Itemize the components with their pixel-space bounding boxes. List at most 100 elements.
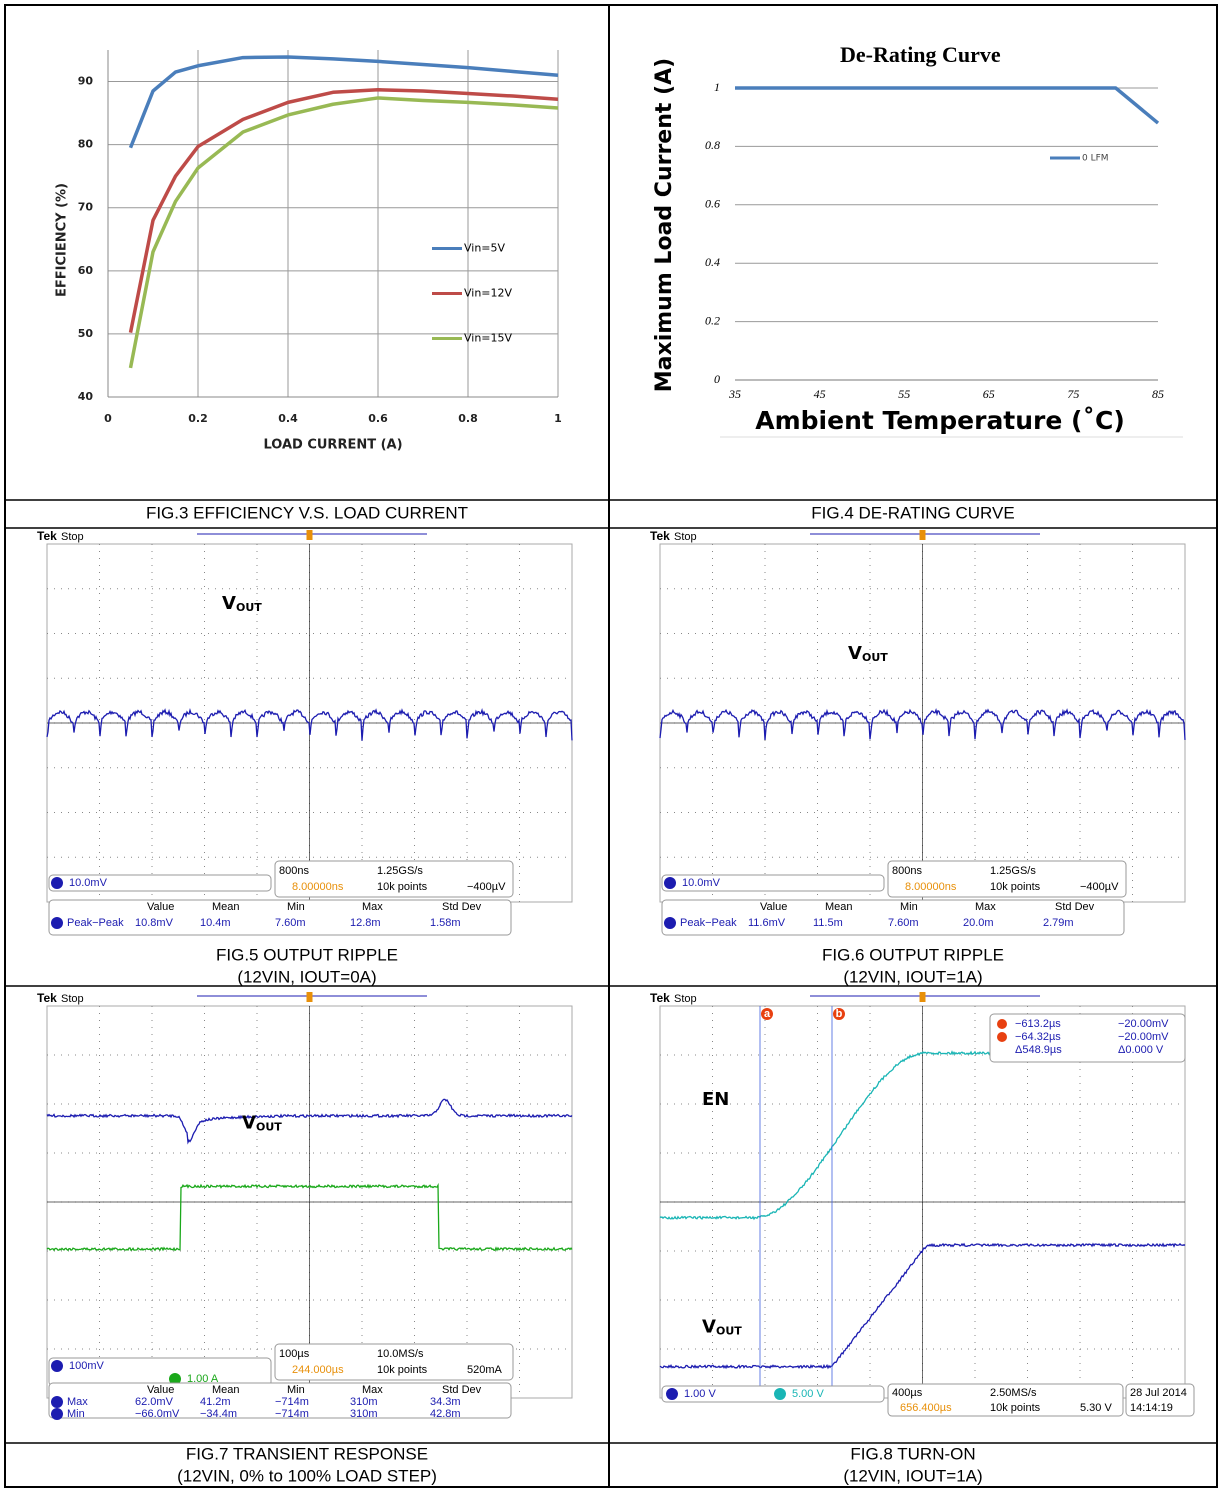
measurement-header: Std Dev — [442, 901, 482, 913]
signal-label: V — [242, 1113, 256, 1134]
measurement-value: 310m — [350, 1408, 378, 1420]
figure-caption: FIG.7 TRANSIENT RESPONSE — [186, 1444, 428, 1463]
figure-caption: (12VIN, 0% to 100% LOAD STEP) — [177, 1466, 437, 1485]
measurement-header: Std Dev — [442, 1384, 482, 1396]
y-tick-label: 1 — [714, 80, 720, 94]
timebase: 800ns — [279, 865, 309, 877]
series-line — [131, 98, 559, 368]
channel-scale: 10.0mV — [682, 877, 721, 889]
legend-label: Vin=12V — [464, 287, 513, 300]
y-axis-label: Maximum Load Current (A) — [652, 58, 677, 392]
measurement-value: 310m — [350, 1396, 378, 1408]
y-tick-label: 70 — [78, 201, 94, 214]
signal-label: V — [222, 593, 236, 614]
measurement-value: 12.8m — [350, 917, 381, 929]
scope-brand: Tek — [37, 991, 57, 1005]
sample-rate: 2.50MS/s — [990, 1387, 1037, 1399]
x-axis-label: Ambient Temperature (˚C) — [755, 406, 1125, 435]
measurement-value: −66.0mV — [135, 1408, 180, 1420]
trigger-level: −400µV — [467, 881, 506, 893]
y-tick-label: 90 — [78, 75, 94, 88]
measurement-value: 42.8m — [430, 1408, 461, 1420]
y-tick-label: 0.8 — [705, 138, 720, 152]
measurement-header: Mean — [212, 1384, 240, 1396]
x-tick-label: 0.4 — [278, 412, 298, 425]
measurement-value: 62.0mV — [135, 1396, 174, 1408]
measurement-name: Min — [67, 1408, 85, 1420]
measurement-header: Value — [147, 1384, 174, 1396]
sample-rate: 10.0MS/s — [377, 1348, 424, 1360]
figure-caption: FIG.3 EFFICIENCY V.S. LOAD CURRENT — [146, 503, 468, 522]
trigger-position: 656.400µs — [900, 1402, 952, 1414]
trigger-level: 5.30 V — [1080, 1402, 1112, 1414]
chart-title: De-Rating Curve — [840, 42, 1001, 67]
measurement-value: 7.60m — [275, 917, 306, 929]
figure-caption: FIG.8 TURN-ON — [850, 1444, 975, 1463]
figure-caption: FIG.5 OUTPUT RIPPLE — [216, 945, 398, 964]
x-tick-label: 75 — [1067, 387, 1079, 401]
channel-badge — [666, 1388, 678, 1400]
channel-badge — [51, 1396, 63, 1408]
measurement-value: 41.2m — [200, 1396, 231, 1408]
x-tick-label: 55 — [898, 387, 910, 401]
signal-subscript: OUT — [256, 1121, 282, 1134]
channel-scale: 1.00 V — [684, 1388, 716, 1400]
record-length: 10k points — [377, 1364, 428, 1376]
measurement-header: Min — [900, 901, 918, 913]
cursor-time: −613.2µs — [1015, 1018, 1061, 1030]
x-tick-label: 0.6 — [368, 412, 388, 425]
measurement-value: 2.79m — [1043, 917, 1074, 929]
timebase: 800ns — [892, 865, 922, 877]
measurement-value: 10.4m — [200, 917, 231, 929]
measurement-header: Std Dev — [1055, 901, 1095, 913]
channel-badge — [774, 1388, 786, 1400]
signal-subscript: OUT — [716, 1324, 742, 1337]
record-length: 10k points — [990, 881, 1041, 893]
measurement-value: 20.0m — [963, 917, 994, 929]
measurement-header: Value — [147, 901, 174, 913]
legend-label: Vin=5V — [464, 242, 506, 255]
channel-badge — [51, 1408, 63, 1420]
y-tick-label: 60 — [78, 264, 94, 277]
channel-badge — [664, 917, 676, 929]
channel-badge — [51, 1360, 63, 1372]
figure-caption: (12VIN, IOUT=0A) — [237, 967, 376, 986]
y-axis-label: EFFICIENCY (%) — [55, 183, 70, 297]
series-line — [735, 88, 1158, 123]
cursor-delta-level: Δ0.000 V — [1118, 1044, 1164, 1056]
cursor-delta-time: Δ548.9µs — [1015, 1044, 1062, 1056]
measurement-value: 10.8mV — [135, 917, 174, 929]
channel-badge — [664, 877, 676, 889]
y-tick-label: 40 — [78, 390, 94, 403]
trigger-position: 244.000µs — [292, 1364, 344, 1376]
figure-caption: (12VIN, IOUT=1A) — [843, 1466, 982, 1485]
measurement-name: Peak−Peak — [680, 917, 737, 929]
time: 14:14:19 — [1130, 1402, 1173, 1414]
signal-label: V — [848, 643, 862, 664]
x-tick-label: 45 — [814, 387, 826, 401]
channel-badge — [51, 917, 63, 929]
cursor-level: −20.00mV — [1118, 1031, 1169, 1043]
signal-subscript: OUT — [236, 601, 262, 614]
measurement-header: Min — [287, 1384, 305, 1396]
measurement-header: Max — [362, 1384, 383, 1396]
figure-caption: FIG.6 OUTPUT RIPPLE — [822, 945, 1004, 964]
measurement-value: 7.60m — [888, 917, 919, 929]
x-tick-label: 35 — [728, 387, 741, 401]
scope-status: Stop — [61, 993, 84, 1005]
measurement-value: 11.5m — [813, 917, 843, 929]
trigger-level: −400µV — [1080, 881, 1119, 893]
x-tick-label: 85 — [1152, 387, 1164, 401]
scope-brand: Tek — [37, 529, 57, 543]
signal-label: EN — [702, 1089, 729, 1110]
trigger-marker — [307, 530, 313, 540]
measurement-header: Mean — [212, 901, 240, 913]
cursor-level: −20.00mV — [1118, 1018, 1169, 1030]
cursor-time: −64.32µs — [1015, 1031, 1061, 1043]
measurement-header: Min — [287, 901, 305, 913]
measurement-header: Max — [362, 901, 383, 913]
channel-scale: 10.0mV — [69, 877, 108, 889]
y-tick-label: 0 — [714, 372, 720, 386]
sample-rate: 1.25GS/s — [377, 865, 423, 877]
scope-status: Stop — [674, 993, 697, 1005]
